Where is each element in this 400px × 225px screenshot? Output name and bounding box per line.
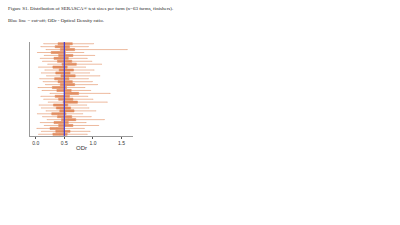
svg-text:1.5: 1.5: [118, 140, 125, 146]
svg-text:0.5: 0.5: [61, 140, 68, 146]
svg-text:1.0: 1.0: [89, 140, 96, 146]
html-text:Blue line = cut-off; ODr - Opt: Blue line = cut-off; ODr - Optical Densi…: [8, 18, 104, 23]
svg-text:ODr: ODr: [76, 145, 87, 151]
html-text:Figure S1. Distribution of SER: Figure S1. Distribution of SERASCA® test…: [8, 6, 174, 11]
svg-text:0.0: 0.0: [32, 140, 39, 146]
